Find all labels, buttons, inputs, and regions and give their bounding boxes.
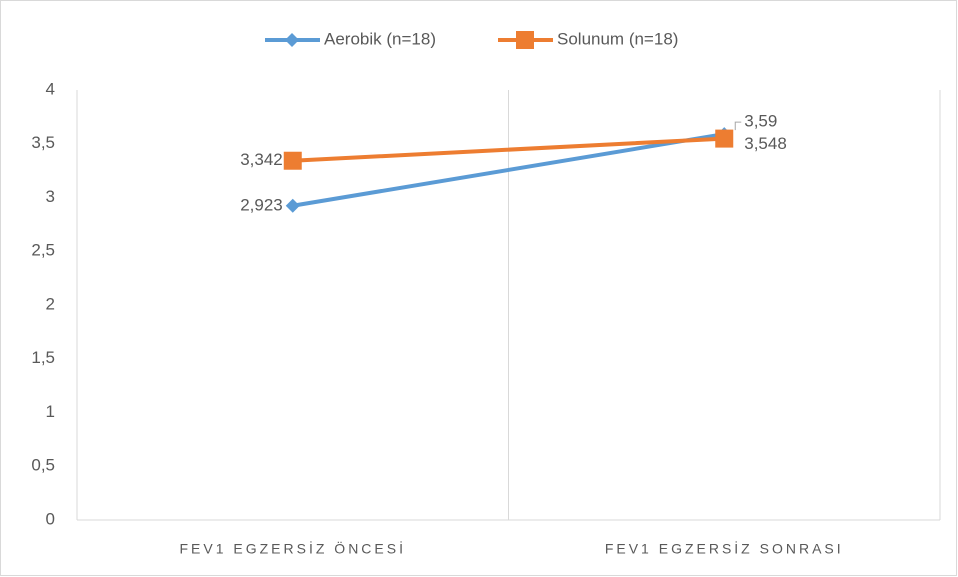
x-tick-label: FEV1 EGZERSİZ SONRASI (605, 540, 844, 557)
y-tick-label: 1 (46, 402, 55, 421)
x-tick-label: FEV1 EGZERSİZ ÖNCESİ (180, 540, 406, 557)
y-tick-label: 3 (46, 187, 55, 206)
legend-marker (516, 31, 534, 49)
y-tick-label: 3,5 (31, 133, 55, 152)
data-label: 3,548 (744, 134, 787, 153)
data-point (285, 198, 300, 213)
series-line (290, 136, 727, 163)
legend-label: Solunum (n=18) (557, 29, 678, 48)
data-point (715, 129, 734, 148)
data-label: 3,342 (240, 150, 283, 169)
y-tick-label: 0,5 (31, 456, 55, 475)
leader-line (734, 121, 742, 131)
data-point (283, 151, 302, 170)
data-label: 3,59 (744, 112, 777, 131)
y-tick-label: 2 (46, 294, 55, 313)
legend-marker (285, 33, 299, 47)
y-tick-label: 0 (46, 509, 55, 528)
y-tick-label: 2,5 (31, 241, 55, 260)
y-tick-label: 4 (46, 79, 55, 98)
legend-label: Aerobik (n=18) (324, 29, 436, 48)
series-line (290, 132, 727, 208)
data-label: 2,923 (240, 195, 283, 214)
y-tick-label: 1,5 (31, 348, 55, 367)
